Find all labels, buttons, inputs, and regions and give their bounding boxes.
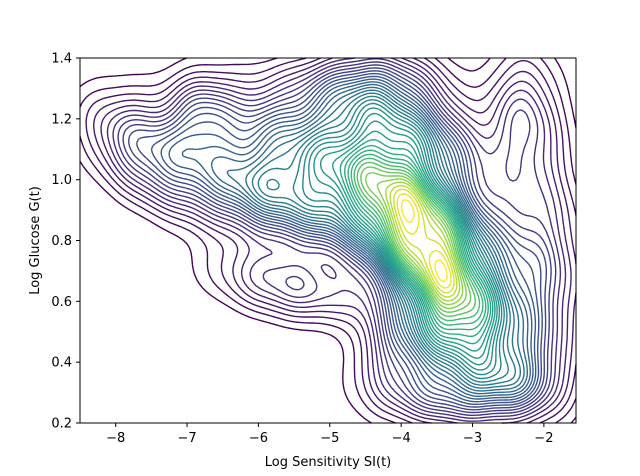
- contour-level: [344, 144, 489, 338]
- x-tick-label: −4: [392, 431, 411, 446]
- x-tick-label: −5: [320, 431, 339, 446]
- x-tick-label: −8: [106, 431, 125, 446]
- contour-level: [112, 58, 562, 419]
- y-axis-label: Log Glucose G(t): [28, 186, 43, 295]
- contour-level: [302, 102, 503, 376]
- contour-level: [93, 57, 577, 424]
- contour-level: [400, 199, 448, 283]
- y-tick-label: 1.2: [51, 112, 72, 127]
- x-tick-label: −2: [534, 431, 553, 446]
- contour-level: [257, 95, 509, 383]
- contour-level: [308, 107, 501, 371]
- contour-lines: [79, 57, 577, 424]
- contour-level: [347, 149, 487, 331]
- contour-level: [160, 75, 537, 403]
- contour-level: [251, 92, 517, 386]
- contour-level: [360, 166, 472, 313]
- x-tick-label: −6: [249, 431, 268, 446]
- contour-level: [339, 139, 492, 345]
- contour-level: [356, 161, 476, 317]
- x-axis: −8 −7 −6 −5 −4 −3 −2: [106, 423, 553, 446]
- contour-level: [365, 172, 467, 310]
- contour-level: [117, 61, 557, 416]
- x-axis-label: Log Sensitivity SI(t): [265, 455, 392, 470]
- contour-level: [181, 81, 531, 397]
- y-tick-label: 0.2: [51, 417, 72, 432]
- contour-level: [210, 83, 528, 395]
- contour-level: [106, 57, 567, 422]
- contour-level: [331, 130, 494, 352]
- contour-level: [226, 86, 525, 392]
- contour-level: [266, 99, 505, 380]
- x-tick-label: −7: [177, 431, 196, 446]
- contour-level: [353, 157, 481, 322]
- contour-level: [350, 153, 484, 326]
- y-tick-label: 1.4: [51, 52, 72, 67]
- y-tick-label: 0.4: [51, 356, 72, 371]
- y-tick-label: 0.8: [51, 234, 72, 249]
- contour-level: [79, 57, 577, 424]
- contour-level: [100, 57, 572, 424]
- contour-level: [320, 120, 496, 359]
- x-tick-label: −3: [463, 431, 482, 446]
- y-axis: 0.2 0.4 0.6 0.8 1.0 1.2 1.4: [51, 52, 80, 432]
- contour-level: [122, 64, 552, 414]
- contour-level: [245, 89, 521, 389]
- contour-level: [313, 112, 498, 366]
- contour-level: [85, 57, 577, 424]
- contour-level: [168, 78, 534, 400]
- contour-level: [376, 178, 464, 306]
- contour-level: [393, 188, 455, 294]
- contour-level: [136, 70, 543, 408]
- contour-level: [128, 67, 547, 411]
- contour-level: [385, 181, 461, 302]
- y-tick-label: 1.0: [51, 173, 72, 188]
- contour-level: [150, 72, 540, 405]
- y-tick-label: 0.6: [51, 295, 72, 310]
- contour-level: [396, 193, 452, 289]
- contour-level: [79, 57, 577, 424]
- contour-level: [389, 184, 458, 298]
